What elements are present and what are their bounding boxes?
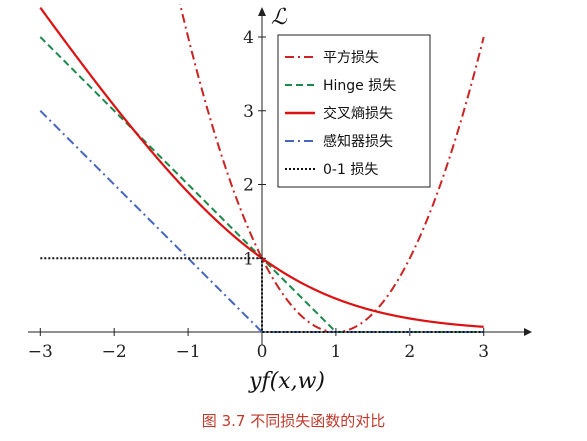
x-axis-arrow: [524, 328, 532, 336]
curves-group: [39, 4, 485, 334]
x-tick-label: 3: [478, 342, 489, 362]
series-line-3: [39, 110, 484, 333]
y-tick-label: 3: [243, 102, 254, 122]
legend-label: 0-1 损失: [323, 162, 378, 178]
x-tick-label: 2: [404, 342, 415, 362]
x-axis-title: yf(x,w): [248, 369, 325, 394]
figure-caption: 图 3.7 不同损失函数的对比: [201, 412, 386, 430]
x-tick-label: 0: [257, 342, 268, 362]
legend-label: 感知器损失: [323, 133, 393, 150]
legend-box: [277, 34, 431, 188]
x-tick-label: −1: [176, 342, 201, 362]
y-axis-title: ℒ: [271, 5, 288, 30]
legend-label: Hinge 损失: [323, 78, 396, 94]
x-tick-label: −2: [102, 342, 127, 362]
legend-label: 平方损失: [323, 50, 379, 66]
series-line-0: [179, 4, 485, 334]
x-tick-label: −3: [28, 342, 53, 362]
x-tick-label: 1: [330, 342, 341, 362]
y-axis-arrow: [258, 7, 266, 16]
y-tick-label: 4: [243, 28, 254, 48]
legend-label: 交叉熵损失: [323, 105, 393, 122]
y-tick-label: 2: [243, 176, 254, 196]
